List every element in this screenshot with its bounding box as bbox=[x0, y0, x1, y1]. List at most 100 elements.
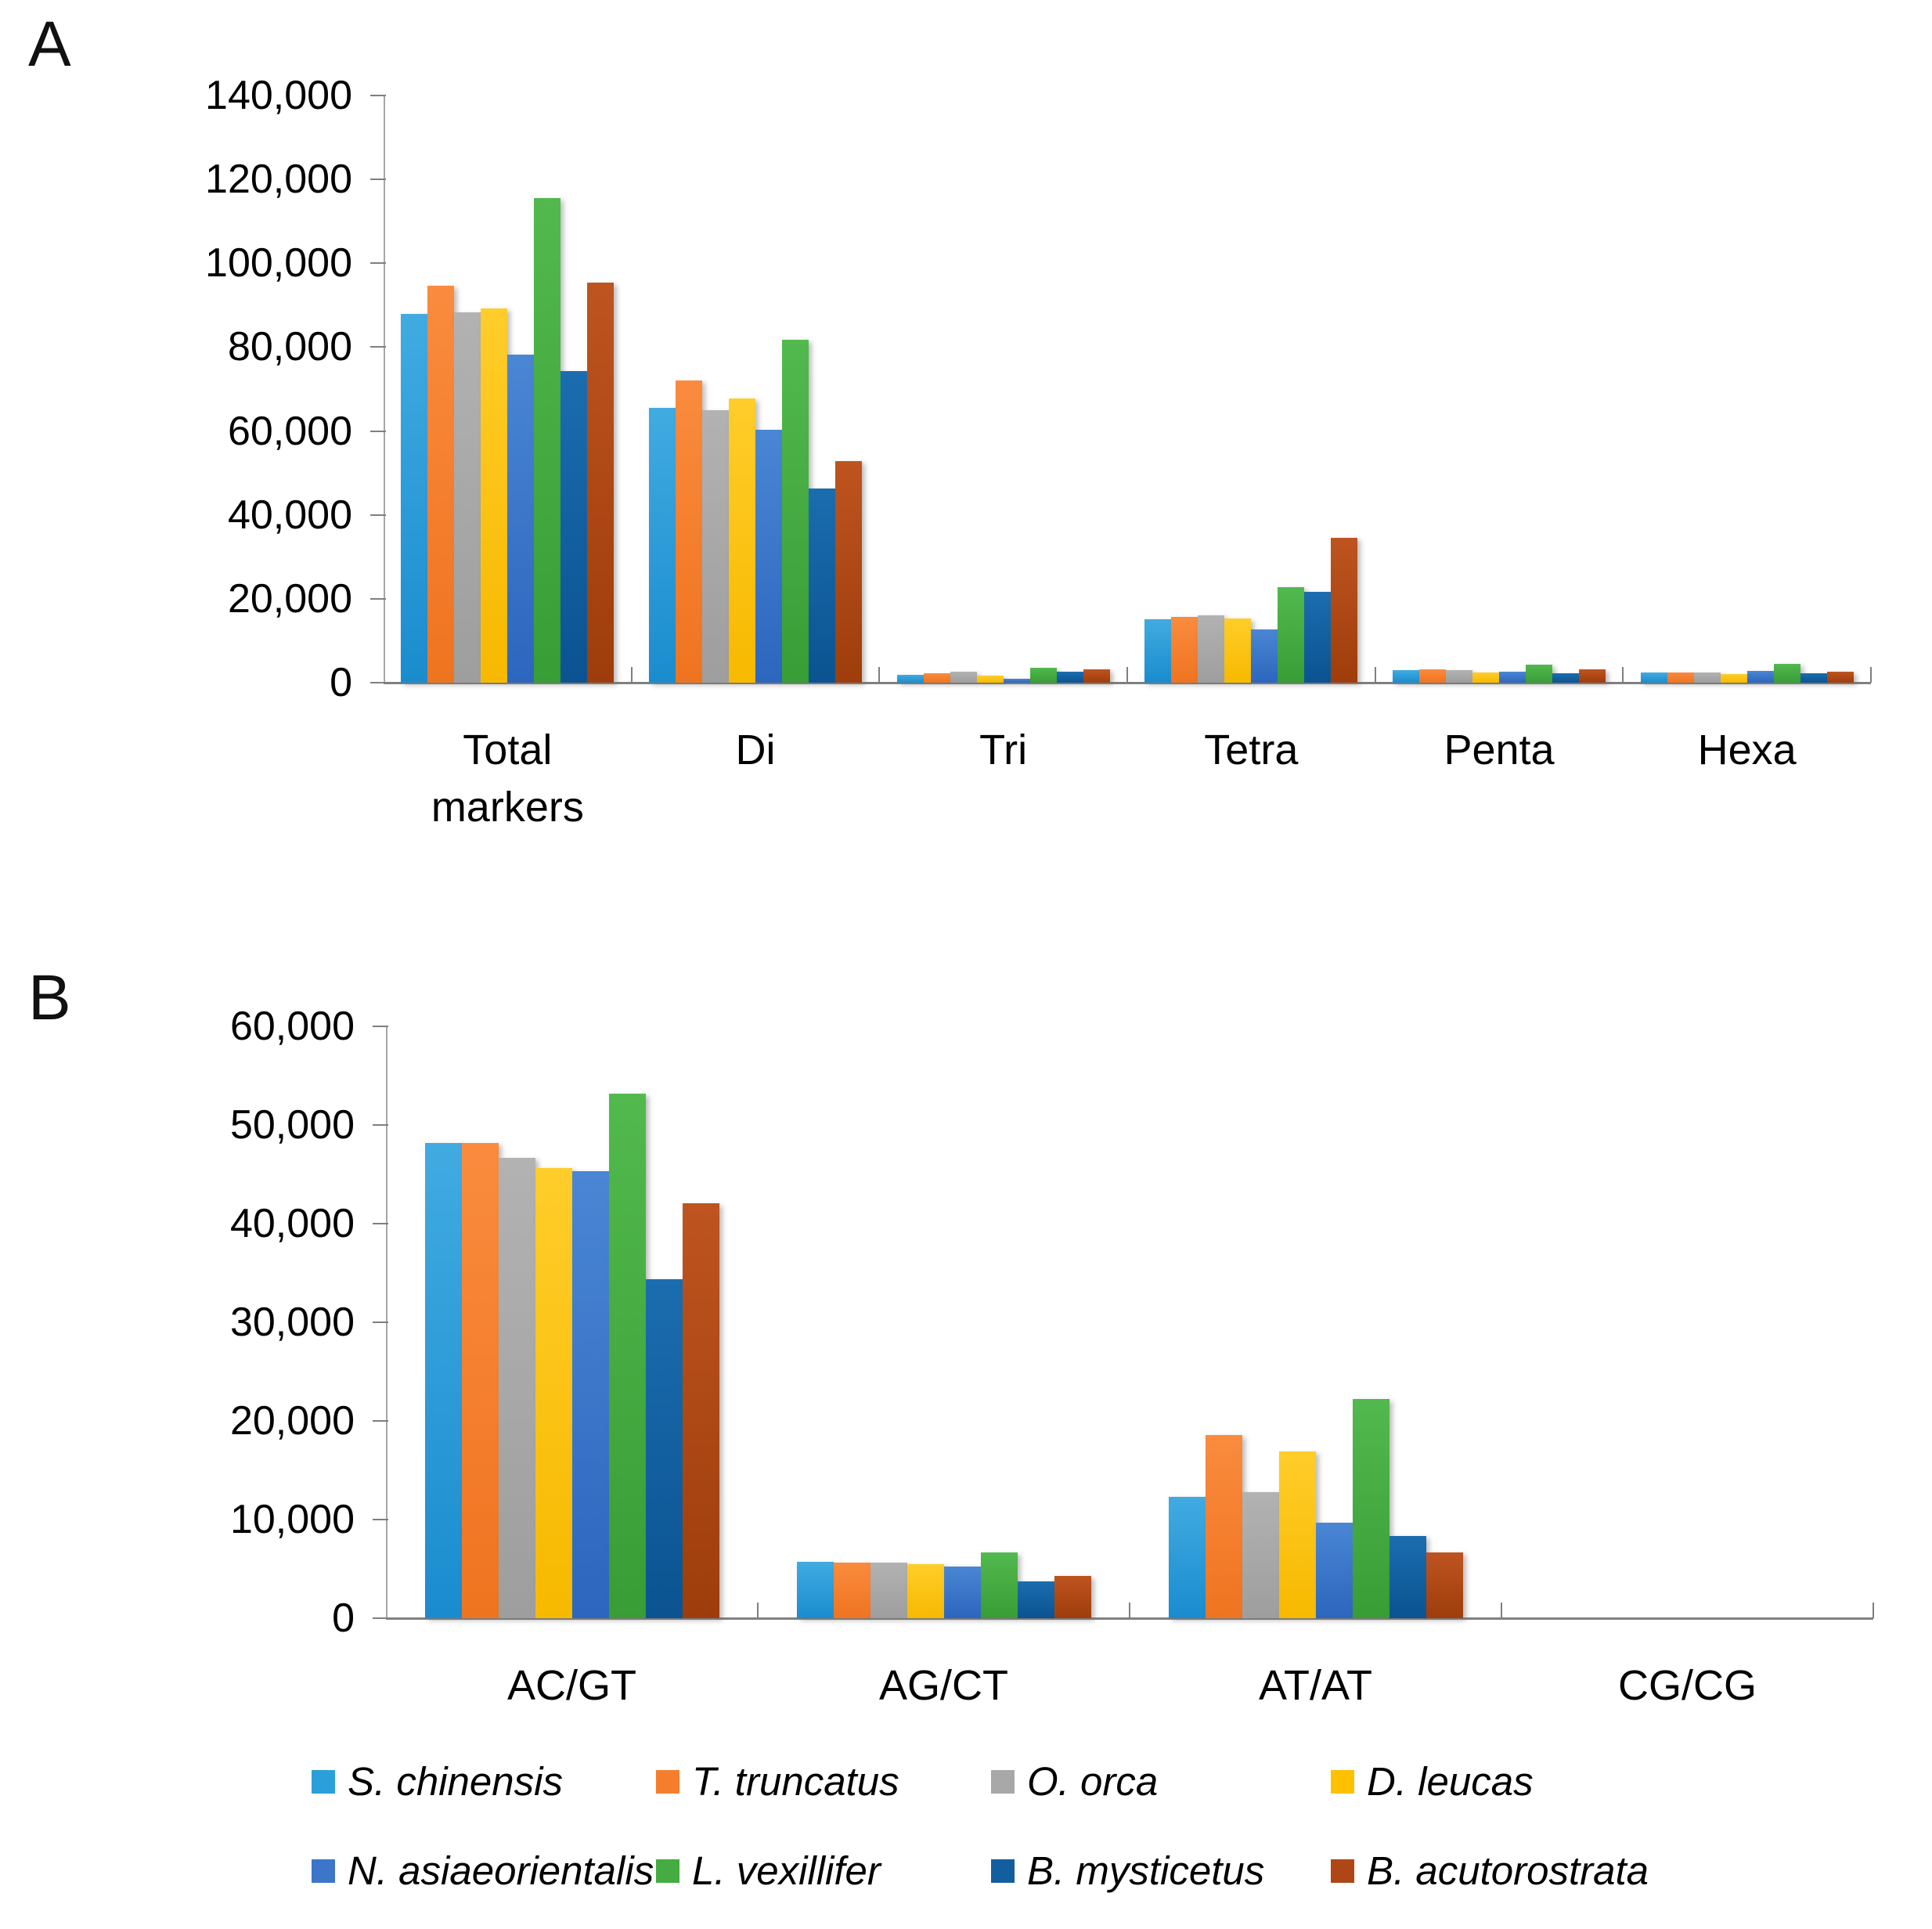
panel-b-letter: B bbox=[28, 962, 71, 1033]
y-axis-tick bbox=[373, 1617, 388, 1619]
y-axis-tick bbox=[373, 1026, 388, 1027]
bar-d-leucas-hexa bbox=[1721, 674, 1747, 683]
y-axis-tick bbox=[373, 1519, 388, 1520]
category-axis-tick bbox=[1870, 667, 1872, 683]
bar-b-mysticetus-total-markers bbox=[560, 371, 587, 683]
category-label: Penta bbox=[1444, 727, 1555, 773]
legend-item: N. asiaeorientalis bbox=[312, 1848, 654, 1894]
legend-label: T. truncatus bbox=[692, 1759, 899, 1804]
y-axis-tick bbox=[370, 346, 386, 348]
bar-b-mysticetus-tetra bbox=[1304, 592, 1331, 683]
bar-b-mysticetus-penta bbox=[1552, 673, 1579, 683]
bar-n-asiaeorientalis-total-markers bbox=[507, 355, 534, 683]
y-axis-tick bbox=[370, 597, 386, 600]
bar-d-leucas-tetra bbox=[1224, 618, 1251, 683]
bar-o-orca-di bbox=[702, 410, 729, 683]
legend-label: S. chinensis bbox=[348, 1759, 563, 1804]
bar-l-vexillifer-total-markers bbox=[534, 198, 560, 683]
bar-b-acutorostrata-tetra bbox=[1331, 538, 1357, 683]
bar-s-chinensis-total-markers bbox=[401, 314, 427, 683]
y-axis-tick bbox=[373, 1223, 388, 1224]
legend-label: N. asiaeorientalis bbox=[348, 1848, 654, 1893]
bar-t-truncatus-ag-ct bbox=[834, 1563, 870, 1618]
bar-l-vexillifer-hexa bbox=[1774, 664, 1800, 683]
bar-s-chinensis-penta bbox=[1393, 670, 1419, 683]
bar-b-acutorostrata-penta bbox=[1579, 669, 1606, 683]
x-axis-line bbox=[384, 682, 1871, 684]
y-axis-tick bbox=[370, 95, 386, 96]
category-label: Di bbox=[735, 727, 776, 773]
bar-d-leucas-total-markers bbox=[481, 308, 507, 683]
y-axis-tick bbox=[370, 514, 386, 516]
bar-l-vexillifer-di bbox=[782, 340, 809, 683]
category-label: Tetra bbox=[1204, 727, 1299, 773]
bar-o-orca-total-markers bbox=[454, 312, 481, 683]
y-tick-label: 80,000 bbox=[227, 324, 352, 370]
bar-n-asiaeorientalis-ag-ct bbox=[944, 1567, 981, 1618]
bar-b-mysticetus-di bbox=[809, 489, 835, 683]
legend-item: D. leucas bbox=[1331, 1758, 1534, 1805]
legend-swatch bbox=[656, 1769, 679, 1794]
bar-o-orca-ac-gt bbox=[499, 1158, 535, 1618]
legend-swatch bbox=[991, 1769, 1015, 1794]
y-tick-label: 40,000 bbox=[229, 1201, 355, 1246]
bar-b-mysticetus-ag-ct bbox=[1018, 1581, 1054, 1618]
bar-b-mysticetus-ac-gt bbox=[646, 1279, 683, 1618]
bar-l-vexillifer-tri bbox=[1030, 668, 1057, 683]
legend-label: D. leucas bbox=[1367, 1759, 1534, 1804]
y-tick-label: 0 bbox=[330, 660, 352, 705]
bar-l-vexillifer-at-at bbox=[1353, 1399, 1390, 1618]
bar-n-asiaeorientalis-di bbox=[755, 430, 782, 683]
bar-d-leucas-penta bbox=[1472, 672, 1499, 683]
y-axis-tick bbox=[370, 682, 386, 683]
y-tick-label: 30,000 bbox=[229, 1300, 355, 1345]
legend-swatch bbox=[312, 1769, 335, 1794]
category-axis-tick bbox=[757, 1603, 759, 1618]
bar-l-vexillifer-ag-ct bbox=[981, 1552, 1018, 1618]
y-tick-label: 50,000 bbox=[229, 1102, 355, 1148]
bar-n-asiaeorientalis-hexa bbox=[1747, 671, 1774, 683]
category-label: AG/CT bbox=[878, 1662, 1009, 1709]
bar-t-truncatus-di bbox=[676, 380, 702, 683]
category-axis-tick bbox=[1622, 667, 1624, 683]
y-axis-tick bbox=[370, 430, 386, 432]
y-tick-label: 60,000 bbox=[227, 408, 352, 454]
bar-b-mysticetus-at-at bbox=[1390, 1536, 1426, 1618]
bar-d-leucas-tri bbox=[977, 676, 1004, 683]
legend-item: S. chinensis bbox=[312, 1758, 563, 1805]
bar-l-vexillifer-penta bbox=[1526, 665, 1552, 683]
legend-swatch bbox=[991, 1859, 1015, 1883]
bar-b-acutorostrata-total-markers bbox=[587, 283, 614, 683]
legend-label: O. orca bbox=[1027, 1759, 1159, 1804]
category-label: AT/AT bbox=[1259, 1662, 1372, 1709]
category-label: CG/CG bbox=[1617, 1662, 1757, 1709]
bar-s-chinensis-di bbox=[649, 408, 676, 683]
bar-b-acutorostrata-di bbox=[835, 461, 862, 683]
bar-b-acutorostrata-tri bbox=[1083, 669, 1110, 683]
bar-b-mysticetus-tri bbox=[1057, 672, 1083, 683]
bar-d-leucas-ag-ct bbox=[907, 1564, 944, 1618]
y-tick-label: 0 bbox=[332, 1595, 355, 1641]
legend-swatch bbox=[656, 1859, 679, 1883]
bar-b-acutorostrata-at-at bbox=[1426, 1552, 1463, 1618]
bar-s-chinensis-at-at bbox=[1169, 1497, 1206, 1618]
bar-s-chinensis-tri bbox=[897, 675, 924, 683]
x-axis-line bbox=[386, 1617, 1873, 1620]
y-tick-label: 60,000 bbox=[229, 1004, 355, 1049]
legend-item: L. vexillifer bbox=[656, 1848, 881, 1894]
bar-o-orca-tetra bbox=[1198, 615, 1224, 683]
y-tick-label: 20,000 bbox=[229, 1398, 355, 1444]
legend-swatch bbox=[1331, 1769, 1354, 1794]
bar-n-asiaeorientalis-tri bbox=[1004, 679, 1030, 683]
legend-item: B. acutorostrata bbox=[1331, 1848, 1649, 1894]
bar-o-orca-hexa bbox=[1694, 672, 1721, 683]
bar-b-acutorostrata-ag-ct bbox=[1054, 1576, 1091, 1618]
y-tick-label: 120,000 bbox=[205, 157, 352, 203]
y-axis-tick bbox=[370, 178, 386, 181]
bar-t-truncatus-at-at bbox=[1206, 1435, 1242, 1618]
y-axis-line bbox=[384, 96, 385, 683]
category-axis-tick bbox=[1501, 1603, 1502, 1618]
bar-l-vexillifer-tetra bbox=[1278, 587, 1304, 683]
legend-swatch bbox=[312, 1859, 335, 1883]
